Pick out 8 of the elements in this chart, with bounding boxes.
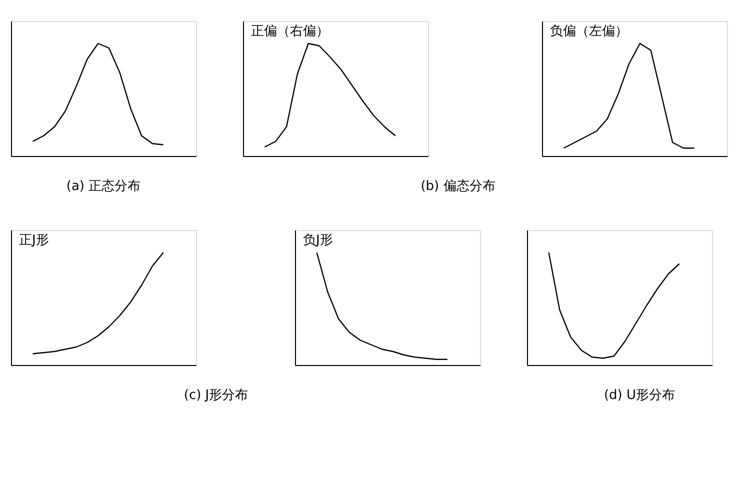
text: (c) J形分布 bbox=[184, 388, 248, 403]
chart-title: 负J形 bbox=[303, 233, 333, 248]
text: (a) 正态分布 bbox=[66, 179, 141, 194]
chart-title: 负偏（左偏） bbox=[550, 24, 628, 39]
text: (b) 偏态分布 bbox=[420, 179, 496, 194]
text: (d) U形分布 bbox=[604, 388, 676, 403]
chart-title: 正偏（右偏） bbox=[251, 24, 329, 39]
chart-title: 正J形 bbox=[19, 233, 49, 248]
